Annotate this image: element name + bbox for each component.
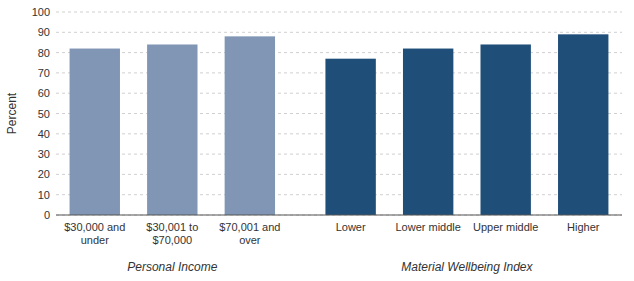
grid-line	[56, 52, 622, 53]
bar	[558, 34, 608, 215]
x-axis-line	[56, 215, 622, 216]
bar	[403, 49, 453, 215]
x-tick-label: $70,001 andover	[219, 221, 280, 246]
y-tick-label: 10	[38, 189, 50, 201]
bar	[225, 36, 275, 215]
x-tick-label: Higher	[567, 221, 600, 233]
x-axis: $30,000 andunder $30,001 to$70,000 $70,001…	[64, 221, 600, 246]
grid	[56, 12, 622, 215]
y-tick-label: 30	[38, 148, 50, 160]
x-tick-label: $30,001 to$70,000	[146, 221, 198, 246]
x-tick-label: Lower middle	[395, 221, 460, 233]
group-label: Material Wellbeing Index	[401, 260, 533, 274]
grid-line	[56, 32, 622, 33]
y-tick-label: 50	[38, 108, 50, 120]
y-tick-label: 100	[32, 6, 50, 18]
y-tick-label: 20	[38, 168, 50, 180]
y-tick-label: 90	[38, 26, 50, 38]
bars	[70, 34, 609, 215]
chart-svg: 0 10 20 30 40 50 60 70 80 90 100 Percent $30,000 and…	[0, 0, 634, 281]
y-tick-label: 0	[44, 209, 50, 221]
y-tick-label: 80	[38, 47, 50, 59]
x-tick-label: Upper middle	[473, 221, 538, 233]
y-axis: 0 10 20 30 40 50 60 70 80 90 100	[32, 6, 50, 221]
bar	[147, 44, 197, 215]
group-label: Personal Income	[127, 260, 217, 274]
grid-line	[56, 12, 622, 13]
y-tick-label: 60	[38, 87, 50, 99]
bar	[481, 44, 531, 215]
y-axis-label: Percent	[5, 92, 19, 134]
y-tick-label: 70	[38, 67, 50, 79]
bar	[70, 49, 120, 215]
y-tick-label: 40	[38, 128, 50, 140]
bar	[325, 59, 375, 215]
x-tick-label: $30,000 andunder	[64, 221, 125, 246]
x-tick-label: Lower	[336, 221, 366, 233]
grid-line	[56, 215, 622, 216]
chart-container: 0 10 20 30 40 50 60 70 80 90 100 Percent $30,000 and…	[0, 0, 634, 281]
